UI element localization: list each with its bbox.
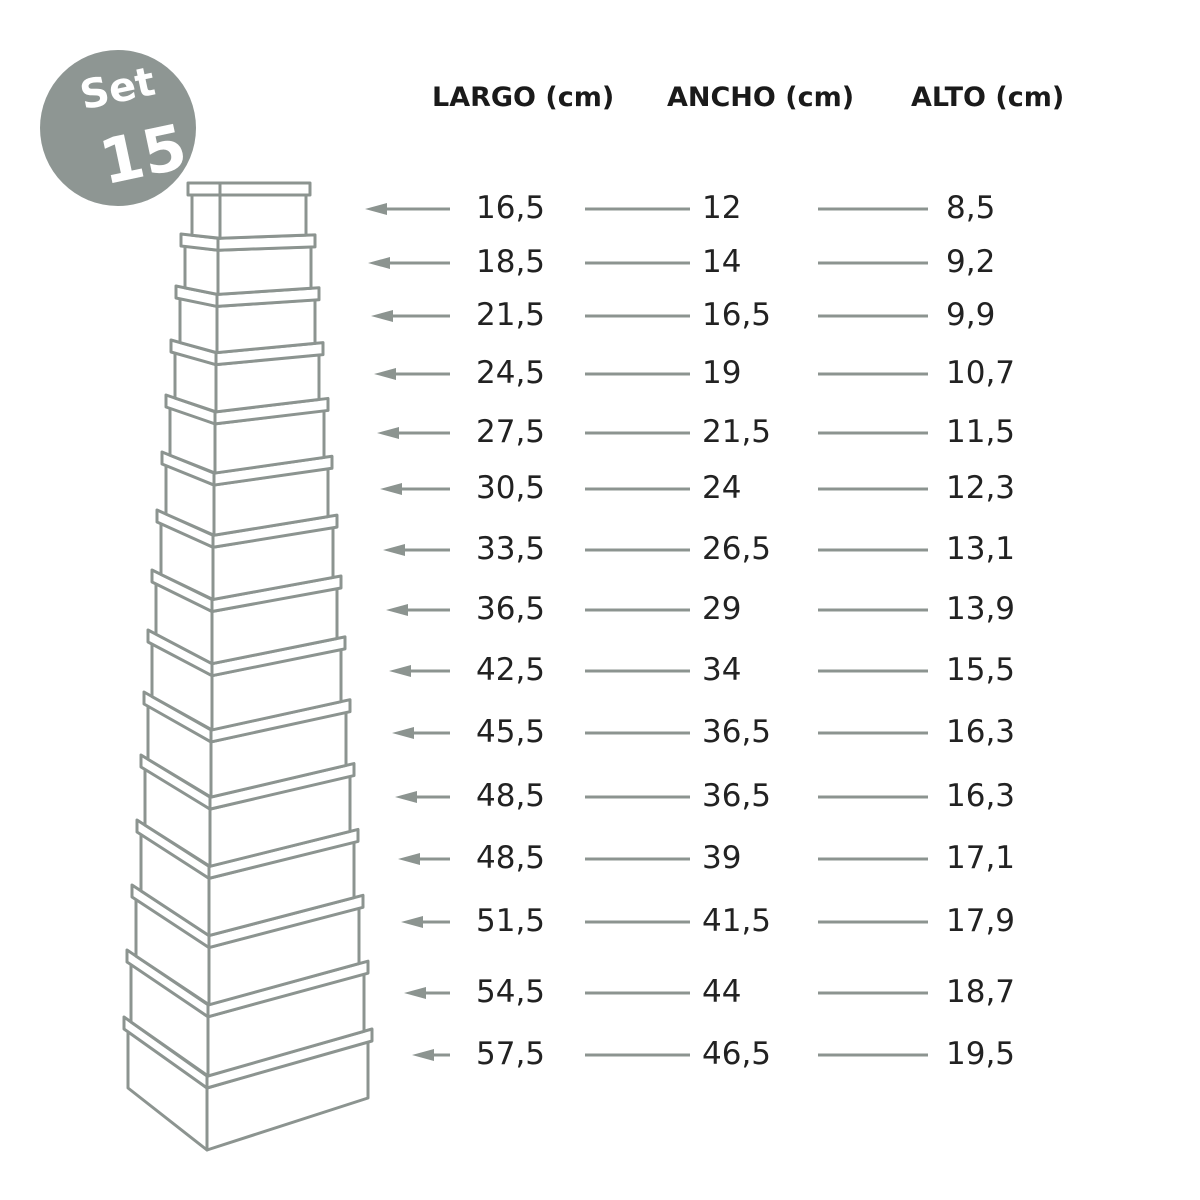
box-left-face — [183, 244, 220, 296]
header-ancho: ANCHO (cm) — [667, 82, 855, 113]
row-connectors — [365, 203, 928, 1061]
value-largo: 51,5 — [476, 903, 546, 939]
set-badge — [40, 50, 196, 206]
value-ancho: 26,5 — [702, 531, 772, 567]
value-ancho: 21,5 — [702, 414, 772, 450]
value-ancho: 24 — [702, 470, 742, 506]
box-left-face — [190, 193, 222, 240]
header-largo: LARGO (cm) — [432, 82, 615, 113]
value-largo: 24,5 — [476, 355, 546, 391]
value-alto: 17,1 — [946, 840, 1016, 876]
arrow-head-icon — [398, 853, 420, 865]
value-alto: 9,2 — [946, 244, 996, 280]
arrow-head-icon — [386, 604, 408, 616]
value-largo: 33,5 — [476, 531, 546, 567]
value-alto: 12,3 — [946, 470, 1016, 506]
arrow-head-icon — [412, 1049, 434, 1061]
value-alto: 9,9 — [946, 297, 996, 333]
value-ancho: 19 — [702, 355, 742, 391]
value-largo: 57,5 — [476, 1036, 546, 1072]
value-alto: 8,5 — [946, 190, 996, 226]
box-front-face — [216, 245, 313, 296]
value-ancho: 34 — [702, 652, 742, 688]
value-largo: 16,5 — [476, 190, 546, 226]
value-ancho: 14 — [702, 244, 742, 280]
value-alto: 16,3 — [946, 714, 1016, 750]
box-lid-left — [186, 181, 222, 197]
arrow-head-icon — [380, 483, 402, 495]
arrow-head-icon — [401, 916, 423, 928]
box-front-face — [218, 193, 308, 240]
value-largo: 21,5 — [476, 297, 546, 333]
value-alto: 11,5 — [946, 414, 1016, 450]
value-alto: 17,9 — [946, 903, 1016, 939]
arrow-head-icon — [395, 791, 417, 803]
value-largo: 48,5 — [476, 778, 546, 814]
value-alto: 13,1 — [946, 531, 1016, 567]
value-alto: 19,5 — [946, 1036, 1016, 1072]
value-ancho: 39 — [702, 840, 742, 876]
value-ancho: 36,5 — [702, 714, 772, 750]
value-ancho: 16,5 — [702, 297, 772, 333]
arrow-head-icon — [377, 427, 399, 439]
value-largo: 36,5 — [476, 591, 546, 627]
box-stack — [122, 181, 374, 1152]
value-largo: 27,5 — [476, 414, 546, 450]
value-alto: 16,3 — [946, 778, 1016, 814]
value-largo: 42,5 — [476, 652, 546, 688]
value-ancho: 41,5 — [702, 903, 772, 939]
box-lid-front — [218, 181, 312, 197]
arrow-head-icon — [392, 727, 414, 739]
arrow-head-icon — [383, 544, 405, 556]
value-ancho: 12 — [702, 190, 742, 226]
value-largo: 30,5 — [476, 470, 546, 506]
value-largo: 54,5 — [476, 974, 546, 1010]
arrow-head-icon — [374, 368, 396, 380]
value-largo: 18,5 — [476, 244, 546, 280]
arrow-head-icon — [365, 203, 387, 215]
box-front-face — [215, 298, 317, 355]
value-ancho: 44 — [702, 974, 742, 1010]
value-alto: 18,7 — [946, 974, 1016, 1010]
header-alto: ALTO (cm) — [911, 82, 1065, 113]
arrow-head-icon — [389, 665, 411, 677]
value-largo: 45,5 — [476, 714, 546, 750]
arrow-head-icon — [368, 257, 390, 269]
arrow-head-icon — [371, 310, 393, 322]
value-ancho: 46,5 — [702, 1036, 772, 1072]
value-alto: 15,5 — [946, 652, 1016, 688]
value-alto: 10,7 — [946, 355, 1016, 391]
value-ancho: 29 — [702, 591, 742, 627]
value-alto: 13,9 — [946, 591, 1016, 627]
value-ancho: 36,5 — [702, 778, 772, 814]
arrow-head-icon — [404, 987, 426, 999]
value-largo: 48,5 — [476, 840, 546, 876]
